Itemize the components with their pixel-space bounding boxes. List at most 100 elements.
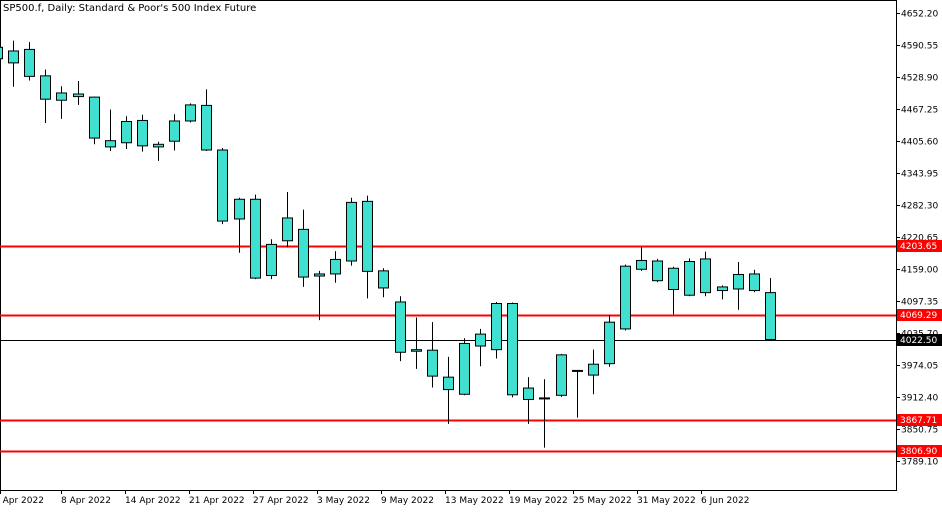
x-tick-label: 19 May 2022: [509, 496, 568, 506]
candle: [346, 197, 357, 266]
candle: [539, 379, 550, 448]
candle-body: [411, 349, 422, 352]
candle: [556, 353, 567, 397]
candle: [475, 328, 486, 367]
candle: [427, 322, 438, 388]
candle-body: [652, 260, 663, 282]
candle-body: [169, 120, 180, 142]
candle-body: [717, 286, 728, 292]
candle: [8, 40, 19, 87]
candle: [314, 270, 325, 321]
candle: [443, 356, 454, 424]
y-tick-label: 4220.65: [901, 234, 938, 244]
price-axis: 4652.20 4590.55 4528.90 4467.25 4405.60 4343.…: [896, 10, 942, 468]
candle: [636, 247, 647, 271]
candle-body: [733, 273, 744, 290]
candle-body: [56, 92, 67, 101]
x-tick-label: 13 May 2022: [445, 496, 504, 506]
candle: [0, 46, 3, 60]
current-price-label-bg: [897, 334, 942, 346]
candles: [0, 40, 776, 448]
candle: [395, 296, 406, 362]
candle: [765, 278, 776, 341]
candle: [298, 209, 309, 287]
candle: [620, 264, 631, 331]
candle-body: [330, 258, 341, 275]
level-label: 4203.65: [900, 242, 937, 252]
y-tick-label: 4528.90: [901, 74, 938, 84]
candle: [169, 114, 180, 151]
candle: [459, 338, 470, 396]
candle-body: [668, 267, 679, 291]
candle: [684, 258, 695, 297]
candle-body: [266, 243, 277, 277]
level-label-bg: [897, 414, 942, 426]
candle-body: [346, 201, 357, 262]
candle: [201, 89, 212, 152]
y-tick-label: 4159.00: [901, 266, 938, 276]
candle: [668, 266, 679, 315]
candle: [491, 301, 502, 359]
candle: [362, 195, 373, 299]
candle-body: [217, 149, 228, 222]
candle-body: [282, 217, 293, 242]
y-tick-label: 4343.95: [901, 170, 938, 180]
candle-body: [765, 292, 776, 341]
candle-body: [153, 143, 164, 148]
candle: [121, 116, 132, 149]
candle-body: [137, 119, 148, 147]
candle-body: [604, 321, 615, 365]
y-tick-label: 4282.30: [901, 202, 938, 212]
candle: [105, 109, 116, 152]
candle-body: [121, 120, 132, 144]
y-tick-label: 4652.20: [901, 10, 938, 20]
candle: [266, 239, 277, 280]
candle: [700, 251, 711, 297]
candle-body: [73, 93, 84, 98]
candle-body: [443, 376, 454, 391]
level-label-bg: [897, 240, 942, 252]
chart-title: SP500.f, Daily: Standard & Poor's 500 In…: [3, 3, 256, 14]
candle: [717, 285, 728, 300]
candle: [250, 194, 261, 280]
candle: [282, 192, 293, 248]
candle-body: [556, 354, 567, 396]
candle: [733, 262, 744, 310]
candle: [24, 42, 35, 81]
candle-body: [24, 48, 35, 77]
x-tick-label: 3 May 2022: [317, 496, 370, 506]
x-tick-label: 8 Apr 2022: [61, 496, 111, 506]
candle: [330, 251, 341, 283]
candle: [588, 349, 599, 395]
candle-body: [523, 387, 534, 400]
candle: [652, 258, 663, 283]
candle-body: [539, 397, 550, 400]
x-tick-label: 27 Apr 2022: [253, 496, 309, 506]
y-tick-label: 4590.55: [901, 42, 938, 52]
candle: [411, 317, 422, 369]
candle: [604, 314, 615, 367]
candle-body: [572, 369, 583, 372]
current-price-label: 4022.50: [900, 336, 937, 346]
x-tick-label: 4 Apr 2022: [0, 496, 44, 506]
candle: [137, 114, 148, 152]
candle-body: [459, 342, 470, 395]
level-label: 3806.90: [900, 447, 937, 457]
candle-body: [362, 200, 373, 272]
candle: [749, 269, 760, 293]
candle-body: [427, 349, 438, 377]
candle-body: [620, 265, 631, 330]
candle-body: [250, 198, 261, 279]
level-label: 3867.71: [900, 416, 937, 426]
candle: [185, 103, 196, 123]
time-axis: 4 Apr 2022 8 Apr 2022 14 Apr 2022 21 Apr 20…: [0, 490, 749, 506]
candle-body: [0, 46, 3, 60]
x-tick-label: 21 Apr 2022: [189, 496, 245, 506]
candle-body: [684, 261, 695, 296]
candle-body: [507, 303, 518, 396]
y-tick-label: 3974.05: [901, 362, 938, 372]
candle-body: [234, 198, 245, 220]
candle: [507, 302, 518, 398]
